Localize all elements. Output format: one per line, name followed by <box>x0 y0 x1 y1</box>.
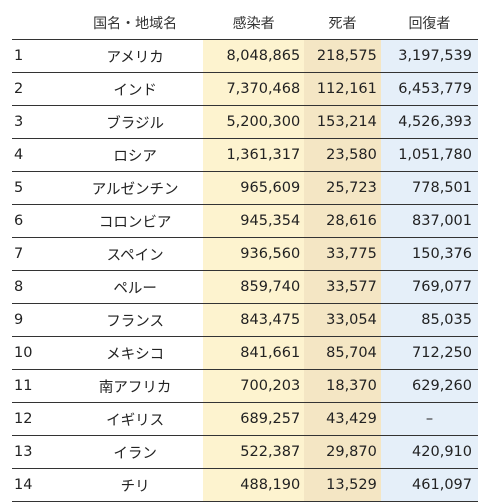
table-row: 2 インド 7,370,468 112,161 6,453,779 <box>12 72 478 106</box>
cell-deaths: 153,214 <box>304 105 381 139</box>
table-row: 9 フランス 843,475 33,054 85,035 <box>12 303 478 337</box>
cell-rank: 11 <box>12 369 68 403</box>
cell-country: ペルー <box>67 270 204 304</box>
cell-infected: 936,560 <box>203 237 305 271</box>
cell-rank: 4 <box>12 138 68 172</box>
cell-infected: 843,475 <box>203 303 305 337</box>
cell-infected: 8,048,865 <box>203 39 305 73</box>
table-body: 1 アメリカ 8,048,865 218,575 3,197,539 2 インド 7,370,… <box>12 39 478 502</box>
cell-country: チリ <box>67 468 204 502</box>
table-row: 8 ペルー 859,740 33,577 769,077 <box>12 270 478 304</box>
cell-deaths: 13,529 <box>304 468 381 502</box>
cell-rank: 1 <box>12 39 68 73</box>
cell-deaths: 112,161 <box>304 72 381 106</box>
cell-infected: 965,609 <box>203 171 305 205</box>
header-rank <box>12 7 67 40</box>
cell-country: ブラジル <box>67 105 204 139</box>
cell-country: 南アフリカ <box>67 369 204 403</box>
cell-deaths: 29,870 <box>304 435 381 469</box>
cell-rank: 9 <box>12 303 68 337</box>
cell-infected: 488,190 <box>203 468 305 502</box>
cell-country: イラン <box>67 435 204 469</box>
cell-country: スペイン <box>67 237 204 271</box>
cell-recovered: 150,376 <box>380 237 478 271</box>
table-row: 10 メキシコ 841,661 85,704 712,250 <box>12 336 478 370</box>
cell-recovered: 712,250 <box>380 336 478 370</box>
cell-deaths: 33,577 <box>304 270 381 304</box>
cell-rank: 7 <box>12 237 68 271</box>
cell-country: アルゼンチン <box>67 171 204 205</box>
cell-infected: 841,661 <box>203 336 305 370</box>
cell-rank: 10 <box>12 336 68 370</box>
cell-recovered: 85,035 <box>380 303 478 337</box>
cell-deaths: 18,370 <box>304 369 381 403</box>
table-row: 6 コロンビア 945,354 28,616 837,001 <box>12 204 478 238</box>
table-row: 5 アルゼンチン 965,609 25,723 778,501 <box>12 171 478 205</box>
cell-rank: 14 <box>12 468 68 502</box>
cell-rank: 8 <box>12 270 68 304</box>
cell-country: ロシア <box>67 138 204 172</box>
header-row: 国名・地域名 感染者 死者 回復者 <box>12 7 478 40</box>
cell-recovered: 629,260 <box>380 369 478 403</box>
cell-recovered: – <box>380 402 478 436</box>
cell-infected: 1,361,317 <box>203 138 305 172</box>
table-row: 1 アメリカ 8,048,865 218,575 3,197,539 <box>12 39 478 73</box>
cell-rank: 5 <box>12 171 68 205</box>
cell-deaths: 43,429 <box>304 402 381 436</box>
cell-rank: 3 <box>12 105 68 139</box>
cell-deaths: 33,775 <box>304 237 381 271</box>
cell-deaths: 25,723 <box>304 171 381 205</box>
cell-deaths: 23,580 <box>304 138 381 172</box>
table-row: 14 チリ 488,190 13,529 461,097 <box>12 468 478 502</box>
cell-country: フランス <box>67 303 204 337</box>
cell-recovered: 4,526,393 <box>380 105 478 139</box>
cell-recovered: 837,001 <box>380 204 478 238</box>
cell-country: イギリス <box>67 402 204 436</box>
table-row: 3 ブラジル 5,200,300 153,214 4,526,393 <box>12 105 478 139</box>
cell-rank: 6 <box>12 204 68 238</box>
cell-deaths: 85,704 <box>304 336 381 370</box>
header-recovered: 回復者 <box>408 16 451 32</box>
cell-recovered: 769,077 <box>380 270 478 304</box>
cell-country: アメリカ <box>67 39 204 73</box>
table-row: 4 ロシア 1,361,317 23,580 1,051,780 <box>12 138 478 172</box>
cell-infected: 689,257 <box>203 402 305 436</box>
cell-recovered: 3,197,539 <box>380 39 478 73</box>
cell-rank: 13 <box>12 435 68 469</box>
cell-recovered: 420,910 <box>380 435 478 469</box>
cell-deaths: 218,575 <box>304 39 381 73</box>
cell-rank: 12 <box>12 402 68 436</box>
cell-infected: 7,370,468 <box>203 72 305 106</box>
table-row: 11 南アフリカ 700,203 18,370 629,260 <box>12 369 478 403</box>
cell-infected: 700,203 <box>203 369 305 403</box>
cell-recovered: 1,051,780 <box>380 138 478 172</box>
cell-deaths: 33,054 <box>304 303 381 337</box>
cell-country: コロンビア <box>67 204 204 238</box>
table-row: 12 イギリス 689,257 43,429– <box>12 402 478 436</box>
cell-recovered: 778,501 <box>380 171 478 205</box>
table-row: 7 スペイン 936,560 33,775 150,376 <box>12 237 478 271</box>
cell-recovered: 6,453,779 <box>380 72 478 106</box>
header-deaths: 死者 <box>328 16 357 32</box>
cell-infected: 522,387 <box>203 435 305 469</box>
covid-ranking-table: 国名・地域名 感染者 死者 回復者 1 アメリカ 8,048,865 218,575 3… <box>12 7 478 502</box>
cell-infected: 859,740 <box>203 270 305 304</box>
cell-country: メキシコ <box>67 336 204 370</box>
cell-country: インド <box>67 72 204 106</box>
cell-infected: 945,354 <box>203 204 305 238</box>
header-country: 国名・地域名 <box>93 16 178 32</box>
table-row: 13 イラン 522,387 29,870 420,910 <box>12 435 478 469</box>
cell-rank: 2 <box>12 72 68 106</box>
cell-infected: 5,200,300 <box>203 105 305 139</box>
header-infected: 感染者 <box>232 16 275 32</box>
cell-deaths: 28,616 <box>304 204 381 238</box>
cell-recovered: 461,097 <box>380 468 478 502</box>
